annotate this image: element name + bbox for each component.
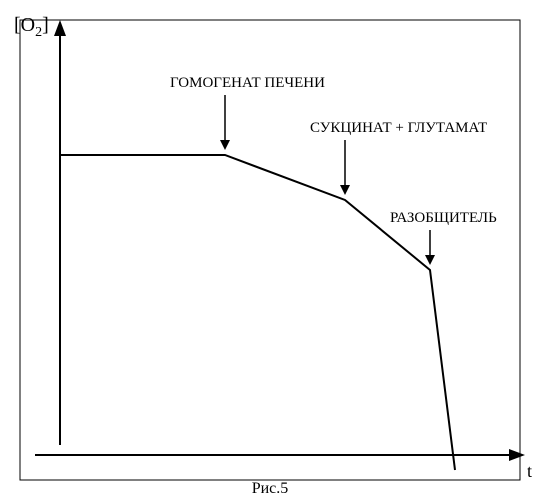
annotation-succinate-glutamate: СУКЦИНАТ + ГЛУТАМАТ <box>310 120 487 137</box>
figure-stage: [O2] t ГОМОГЕНАТ ПЕЧЕНИ СУКЦИНАТ + ГЛУТА… <box>0 0 540 500</box>
arrow-homogenate <box>220 95 230 150</box>
x-axis-label: t <box>527 461 532 482</box>
arrow-uncoupler <box>425 230 435 265</box>
figure-caption: Рис.5 <box>0 480 540 498</box>
y-axis-label: [O2] <box>14 14 49 41</box>
o2-curve <box>60 155 455 470</box>
annotation-uncoupler: РАЗОБЩИТЕЛЬ <box>390 210 497 227</box>
x-axis-arrowhead <box>509 449 525 461</box>
arrow-succinate-glutamate <box>340 140 350 195</box>
y-axis-arrowhead <box>54 20 66 36</box>
annotation-homogenate: ГОМОГЕНАТ ПЕЧЕНИ <box>170 75 325 92</box>
